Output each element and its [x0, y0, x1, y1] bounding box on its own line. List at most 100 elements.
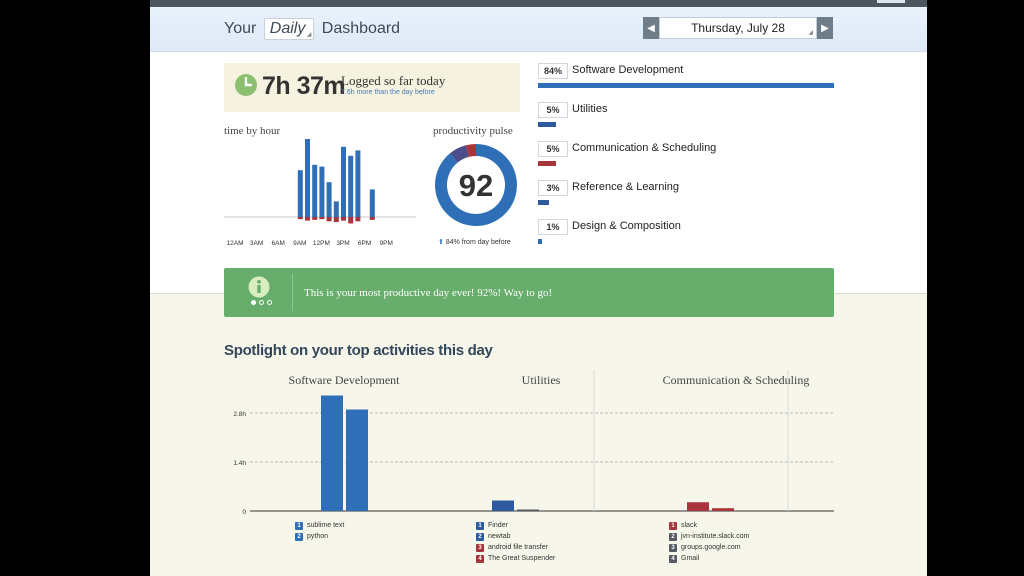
pulse-segment: [465, 144, 477, 157]
category-percent: 3%: [538, 180, 568, 196]
banner-pagination[interactable]: [251, 300, 272, 305]
pagination-dot[interactable]: [259, 300, 264, 305]
y-tick-label: 2.8h: [233, 411, 246, 418]
legend-item[interactable]: 2 newtab: [476, 531, 555, 542]
legend-number: 1: [669, 521, 677, 530]
legend-item[interactable]: 2 python: [295, 531, 344, 542]
hour-bar: [326, 182, 332, 217]
hour-bar-distracting: [297, 217, 303, 220]
legend-number: 3: [669, 543, 677, 552]
date-select[interactable]: Thursday, July 28: [659, 17, 817, 39]
hour-bar: [341, 146, 346, 217]
productivity-pulse-chart: 92: [435, 144, 517, 226]
legend-item[interactable]: 2 jvn-institute.slack.com: [669, 531, 749, 542]
hour-bar: [369, 189, 375, 217]
hour-bar-distracting: [348, 217, 354, 224]
hour-tick-label: 12AM: [227, 240, 244, 247]
spotlight-bar: [321, 395, 343, 511]
dashboard-page: Your Daily Dashboard ◀ Thursday, July 28…: [150, 0, 927, 576]
hour-bar: [348, 155, 354, 217]
legend-label: Finder: [488, 522, 508, 529]
pagination-dot[interactable]: [267, 300, 272, 305]
legend-number: 2: [476, 532, 484, 541]
logged-label: Logged so far today: [341, 73, 446, 88]
hour-bar-distracting: [355, 217, 361, 222]
hour-tick-label: 6PM: [358, 240, 371, 247]
spotlight-legend: 1 Finder 2 newtab 3 android file transfer 4…: [476, 520, 555, 564]
category-name: Software Development: [572, 64, 684, 76]
hour-bar-distracting: [319, 217, 325, 220]
legend-number: 4: [669, 554, 677, 563]
hour-tick-label: 9PM: [380, 240, 393, 247]
pulse-segment: [435, 144, 517, 226]
legend-item[interactable]: 4 The Great Suspender: [476, 553, 555, 564]
hour-bar-distracting: [341, 217, 346, 221]
spotlight-legend: 1 sublime text 2 python: [295, 520, 344, 542]
banner-message: This is your most productive day ever! 9…: [304, 287, 553, 299]
legend-number: 3: [476, 543, 484, 552]
hour-bar-distracting: [326, 217, 332, 222]
category-name: Communication & Scheduling: [572, 142, 717, 154]
category-percent: 1%: [538, 219, 568, 235]
legend-number: 4: [476, 554, 484, 563]
top-bar: [150, 0, 927, 7]
spotlight-title: Spotlight on your top activities this da…: [224, 342, 493, 359]
achievement-banner: This is your most productive day ever! 9…: [224, 268, 834, 317]
legend-number: 2: [295, 532, 303, 541]
hour-bar-distracting: [369, 217, 375, 220]
pagination-dot[interactable]: [251, 300, 256, 305]
hour-bar: [355, 150, 361, 217]
previous-day-button[interactable]: ◀: [643, 17, 659, 39]
category-percent: 5%: [538, 102, 568, 118]
productivity-pulse-label: productivity pulse: [433, 125, 513, 137]
legend-item[interactable]: 4 Gmail: [669, 553, 749, 564]
hour-bar-distracting: [312, 217, 318, 220]
arrow-up-icon: ⬆: [438, 239, 444, 246]
spotlight-panel-title: Utilities: [521, 373, 561, 387]
legend-label: python: [307, 533, 329, 540]
spotlight-bar: [346, 409, 368, 511]
category-bar: [538, 161, 556, 166]
next-day-button[interactable]: ▶: [817, 17, 833, 39]
legend-item[interactable]: 1 Finder: [476, 520, 555, 531]
period-dropdown[interactable]: Daily: [263, 18, 315, 40]
legend-item[interactable]: 3 android file transfer: [476, 542, 555, 553]
category-bar: [538, 200, 549, 205]
legend-item[interactable]: 1 sublime text: [295, 520, 344, 531]
category-name: Reference & Learning: [572, 181, 680, 193]
legend-number: 1: [476, 521, 484, 530]
category-percent: 84%: [538, 63, 568, 79]
time-by-hour-label: time by hour: [224, 125, 281, 137]
banner-divider: [292, 274, 293, 311]
logged-sub-text: 7.6h more than the day before: [341, 89, 435, 96]
logged-time-panel: 7h 37m Logged so far today 7.6h more tha…: [224, 63, 520, 112]
title-prefix: Your: [224, 20, 257, 37]
legend-item[interactable]: 1 slack: [669, 520, 749, 531]
legend-label: newtab: [488, 533, 511, 540]
legend-label: sublime text: [307, 522, 345, 529]
category-bar: [538, 122, 556, 127]
triangle-right-icon: ▶: [821, 22, 829, 34]
hour-tick-label: 12PM: [313, 240, 330, 247]
pulse-score: 92: [459, 168, 493, 203]
top-bar-button[interactable]: [877, 0, 905, 3]
legend-item[interactable]: 3 groups.google.com: [669, 542, 749, 553]
logged-time-value: 7h 37m: [262, 72, 346, 100]
category-bar: [538, 83, 834, 88]
header: Your Daily Dashboard ◀ Thursday, July 28…: [150, 7, 927, 52]
legend-label: android file transfer: [488, 544, 548, 551]
hour-bar-distracting: [305, 217, 310, 221]
hour-tick-label: 3PM: [336, 240, 349, 247]
legend-label: Gmail: [681, 555, 700, 562]
title-suffix: Dashboard: [321, 20, 401, 37]
legend-label: The Great Suspender: [488, 555, 556, 562]
spotlight-bar: [517, 509, 539, 511]
hour-bar: [297, 170, 303, 217]
clock-icon: [235, 74, 257, 96]
hour-bar: [319, 166, 325, 217]
spotlight-bar: [492, 500, 514, 511]
spotlight-bar: [712, 508, 734, 511]
triangle-left-icon: ◀: [647, 22, 655, 34]
hour-bar: [312, 164, 318, 217]
hour-tick-label: 3AM: [250, 240, 263, 247]
